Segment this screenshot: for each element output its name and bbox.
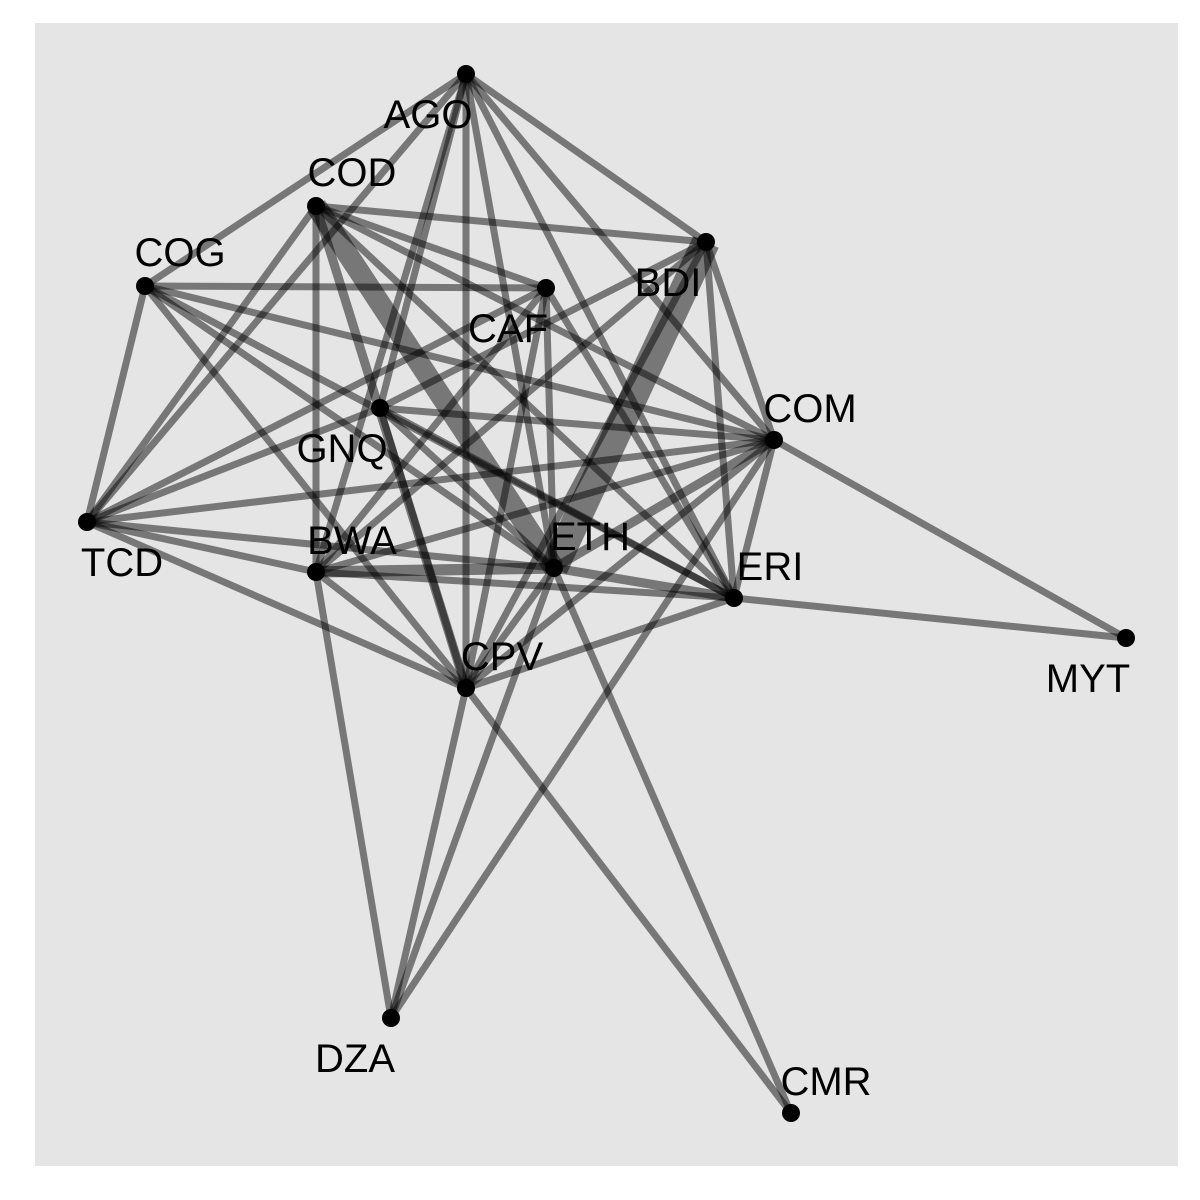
node-label-com: COM [763, 387, 856, 431]
edge-eri-cpv [464, 594, 736, 692]
edge-cod-cpv [311, 204, 471, 690]
node-caf [537, 279, 555, 297]
node-com [765, 431, 783, 449]
edge-cog-eth [143, 283, 556, 571]
edge-cod-eth [307, 200, 563, 574]
edge-com-eth [551, 436, 777, 572]
edge-cod-eri [313, 203, 737, 601]
edge-cpv-dza [387, 687, 470, 1019]
edge-gnq-com [379, 404, 775, 444]
plot-panel [35, 23, 1178, 1166]
edge-com-tcd [86, 436, 775, 526]
node-label-myt: MYT [1046, 657, 1130, 701]
node-label-cog: COG [134, 231, 225, 275]
edge-caf-cpv [462, 287, 550, 689]
edge-bwa-eri [315, 568, 735, 602]
edge-ago-gnq [376, 73, 470, 409]
edge-caf-bwa [313, 285, 549, 575]
edge-bdi-eth [541, 236, 719, 574]
node-bdi [697, 233, 715, 251]
node-label-bwa: BWA [307, 519, 397, 563]
edge-tcd-gnq [85, 404, 382, 526]
edge-caf-eth [542, 287, 558, 569]
edge-ago-eth [462, 73, 558, 569]
node-gnq [371, 399, 389, 417]
node-label-eri: ERI [737, 545, 804, 589]
edge-gnq-eri [378, 404, 736, 602]
node-label-bdi: BDI [635, 261, 702, 305]
node-label-cpv: CPV [461, 635, 544, 679]
label-layer: AGO COD COG BDI CAF GNQ COM TCD BWA ETH ERI CPV MYT D… [81, 93, 1130, 1104]
edge-cog-eri [143, 282, 736, 602]
edge-bdi-bwa [313, 239, 709, 575]
edge-ago-com [463, 71, 777, 443]
edge-eri-myt [733, 594, 1127, 642]
node-label-tcd: TCD [81, 541, 163, 585]
edge-tcd-cpv [85, 518, 468, 692]
node-tcd [78, 513, 96, 531]
node-label-dza: DZA [315, 1037, 395, 1081]
edge-bdi-gnq [378, 238, 708, 412]
edge-ago-bwa [312, 72, 470, 574]
node-ago [457, 65, 475, 83]
edge-ago-eri [462, 72, 738, 600]
edge-com-bwa [315, 436, 775, 576]
edge-cog-caf [144, 282, 547, 292]
edge-tcd-eth [86, 518, 555, 572]
edge-ago-cog [143, 71, 468, 289]
edge-caf-eri [543, 286, 737, 600]
edge-bdi-cpv [462, 240, 710, 690]
edge-cod-bdi [315, 202, 707, 246]
edge-com-myt [772, 436, 1128, 642]
edge-com-cpv [463, 437, 777, 691]
edge-cod-tcd [84, 203, 319, 525]
node-label-gnq: GNQ [296, 427, 387, 471]
edge-tcd-bwa [86, 518, 317, 576]
node-label-ago: AGO [384, 93, 473, 137]
edge-gnq-eth [377, 405, 557, 571]
node-layer [78, 65, 1135, 1122]
node-myt [1117, 629, 1135, 647]
edge-bwa-cpv [313, 569, 469, 691]
node-eri [725, 589, 743, 607]
node-cpv [457, 679, 475, 697]
edge-bwa-dza [312, 571, 395, 1019]
edge-gnq-cpv [376, 406, 470, 690]
edge-cod-caf [314, 202, 548, 292]
edge-bwa-eth [315, 562, 555, 578]
edge-caf-tcd [85, 284, 548, 526]
edge-com-eri [730, 439, 778, 599]
edge-cod-com [314, 202, 776, 444]
node-eth [545, 559, 563, 577]
edge-com-dza [388, 438, 777, 1020]
edge-cog-tcd [83, 285, 149, 523]
node-label-eth: ETH [550, 515, 630, 559]
edge-bdi-com [702, 240, 778, 442]
edge-eth-cmr [550, 566, 795, 1115]
edge-cog-com [144, 282, 775, 444]
edge-bdi-eri [702, 241, 738, 599]
edge-eth-cpv [463, 565, 557, 691]
edge-cpv-cmr [463, 685, 794, 1116]
edge-eth-dza [387, 566, 558, 1020]
node-cmr [782, 1104, 800, 1122]
node-label-cmr: CMR [780, 1060, 871, 1104]
node-label-cod: COD [308, 151, 397, 195]
node-cog [136, 277, 154, 295]
edge-eth-eri [553, 563, 735, 603]
node-bwa [307, 563, 325, 581]
edge-layer [83, 71, 1128, 1116]
edge-cog-cpv [142, 283, 469, 691]
node-dza [382, 1009, 400, 1027]
edge-ago-bdi [463, 71, 709, 245]
node-label-caf: CAF [468, 307, 548, 351]
edge-ago-tcd [84, 71, 469, 525]
node-cod [307, 197, 325, 215]
